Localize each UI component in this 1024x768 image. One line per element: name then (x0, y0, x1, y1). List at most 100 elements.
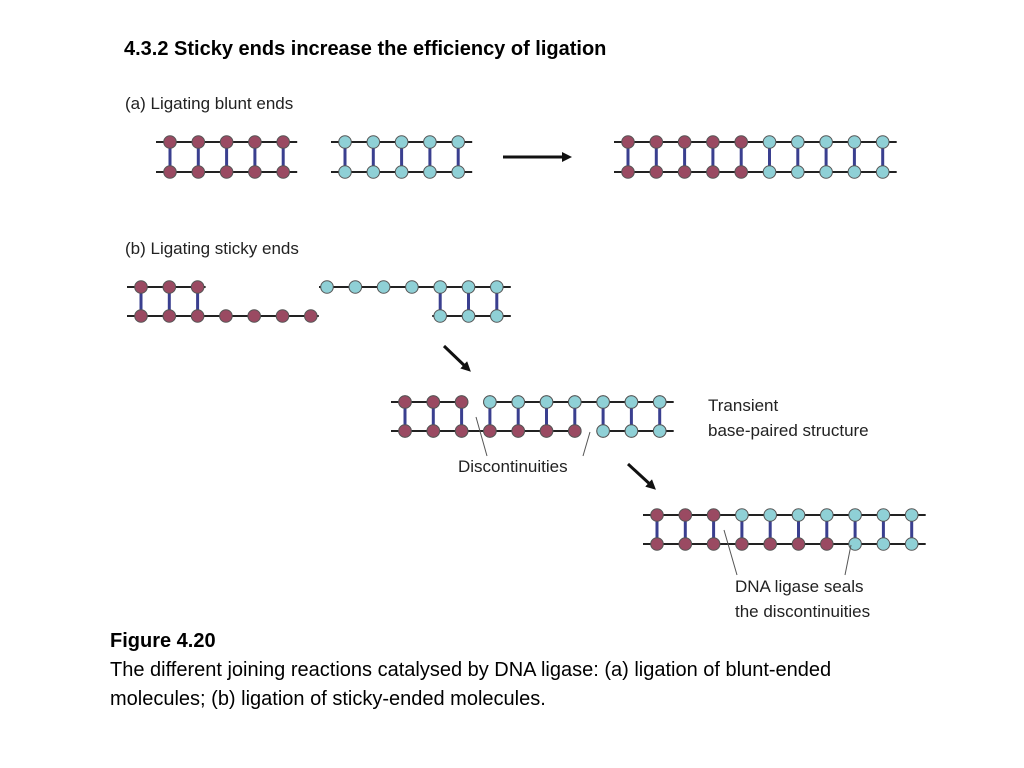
nucleotide (624, 395, 639, 409)
nucleotide (219, 165, 234, 179)
nucleotide (511, 424, 526, 438)
nucleotide (219, 309, 233, 323)
nucleotide (763, 537, 778, 551)
nucleotide (734, 165, 749, 179)
nucleotide (848, 508, 862, 522)
ligase-label-line1: DNA ligase seals (735, 577, 864, 596)
nucleotide (162, 280, 177, 294)
nucleotide (366, 165, 381, 179)
nucleotide (539, 424, 554, 438)
panel-a-molecules (156, 135, 897, 179)
nucleotide (847, 135, 862, 149)
nucleotide (621, 135, 635, 149)
ligase-label-line2: the discontinuities (735, 602, 870, 621)
nucleotide (791, 135, 805, 149)
nucleotide (650, 537, 664, 551)
nucleotide (706, 135, 720, 149)
caption-heading: Figure 4.20 (110, 630, 216, 652)
nucleotide (706, 165, 720, 179)
nucleotide (568, 424, 582, 438)
nucleotide (596, 424, 610, 438)
caption-body: The different joining reactions catalyse… (110, 659, 832, 710)
nucleotide (483, 395, 497, 409)
ligase-pointer-upper (844, 544, 852, 576)
nucleotide (426, 395, 441, 409)
discontinuity-pointer-upper (582, 431, 591, 457)
nucleotide (366, 135, 381, 149)
nucleotide (791, 508, 806, 522)
nucleotide (454, 395, 469, 409)
nucleotide (650, 508, 664, 522)
panel-a-label: (a) Ligating blunt ends (125, 94, 293, 113)
nucleotide (848, 537, 862, 551)
nucleotide (134, 309, 148, 323)
nucleotide (847, 165, 862, 179)
nucleotide (348, 280, 363, 294)
slide-title: 4.3.2 Sticky ends increase the efficienc… (124, 38, 607, 60)
nucleotide (320, 280, 334, 294)
nucleotide (163, 165, 177, 179)
nucleotide (820, 508, 834, 522)
panel-b-molecules (127, 280, 926, 551)
nucleotide (433, 309, 448, 323)
transient-structure (391, 395, 674, 438)
nucleotide (461, 309, 476, 323)
nucleotide (652, 424, 667, 438)
nucleotide (162, 309, 177, 323)
nucleotide (433, 280, 448, 294)
nucleotide (134, 280, 148, 294)
nucleotide (678, 537, 693, 551)
nucleotide (247, 309, 261, 323)
nucleotide (490, 309, 504, 323)
nucleotide (511, 395, 526, 409)
nucleotide (735, 508, 749, 522)
discontinuity-pointer-lower (475, 416, 488, 457)
nucleotide (451, 135, 466, 149)
nucleotide (191, 135, 206, 149)
nucleotide (276, 165, 291, 179)
nucleotide (451, 165, 466, 179)
nucleotide (677, 165, 692, 179)
nucleotide (677, 135, 692, 149)
nucleotide (275, 309, 290, 323)
nucleotide (539, 395, 554, 409)
nucleotide (904, 508, 919, 522)
nucleotide (876, 537, 891, 551)
sealed-product (643, 508, 926, 551)
annealing-arrow (442, 344, 471, 372)
nucleotide (762, 165, 777, 179)
panel-b-label: (b) Ligating sticky ends (125, 239, 299, 258)
nucleotide (875, 165, 890, 179)
nucleotide (483, 424, 497, 438)
nucleotide (649, 165, 664, 179)
figure-caption: Figure 4.20 The different joining reacti… (110, 627, 930, 714)
nucleotide (461, 280, 476, 294)
nucleotide (191, 165, 206, 179)
nucleotide (394, 165, 409, 179)
nucleotide (763, 508, 778, 522)
nucleotide (791, 165, 805, 179)
transient-label-line1: Transient (708, 396, 779, 415)
nucleotide (490, 280, 504, 294)
nucleotide (819, 135, 833, 149)
nucleotide (304, 309, 318, 323)
nucleotide (734, 135, 749, 149)
ligation-arrow (626, 462, 656, 490)
nucleotide (596, 395, 610, 409)
nucleotide (376, 280, 391, 294)
transient-label-line2: base-paired structure (708, 421, 869, 440)
nucleotide (904, 537, 919, 551)
nucleotide (426, 424, 441, 438)
nucleotide (624, 424, 639, 438)
nucleotide (706, 508, 721, 522)
ligase-pointer-lower (723, 529, 738, 576)
nucleotide (190, 309, 205, 323)
nucleotide (423, 135, 437, 149)
nucleotide (398, 424, 412, 438)
nucleotide (423, 165, 437, 179)
nucleotide (190, 280, 205, 294)
nucleotide (276, 135, 291, 149)
nucleotide (405, 280, 419, 294)
nucleotide (678, 508, 693, 522)
nucleotide (248, 135, 262, 149)
